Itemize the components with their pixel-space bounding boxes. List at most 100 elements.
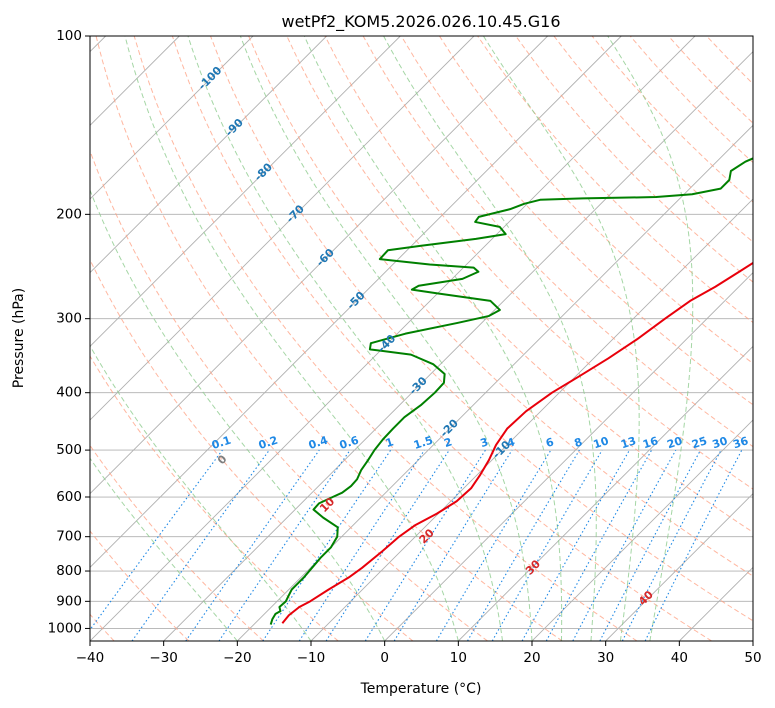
dry-adiabat-line — [90, 258, 414, 641]
curve-labels: 0.1 0.2 0.4 0.6 1 1.5 2 3 4 6 8 10 13 16 20 25 30 36 -100 -… — [196, 64, 751, 608]
moist-adiabat-line — [303, 36, 563, 641]
x-tick-label: −30 — [149, 650, 178, 666]
dry-adiabat-line — [439, 36, 753, 365]
dry-adiabat-line — [95, 36, 563, 641]
dry-adiabat-line — [400, 36, 753, 406]
mixing-ratio-line — [393, 449, 513, 641]
y-tick-label: 100 — [56, 28, 82, 44]
isotherm-line — [679, 566, 753, 641]
mixing-ratio-label: 10 — [592, 434, 611, 451]
dry-adiabat-line — [133, 36, 638, 641]
mixing-ratio-label: 13 — [619, 434, 638, 451]
x-tick-label: 10 — [450, 650, 467, 666]
mixing-ratio-label: 30 — [711, 434, 730, 451]
dry-adiabat-line — [90, 149, 488, 641]
moist-adiabat-line — [187, 36, 504, 641]
moist-adiabat-line — [90, 344, 312, 641]
isotherm-line — [237, 124, 753, 641]
dry-adiabat-line — [362, 36, 753, 448]
dry-adiabat-label: 20 — [417, 526, 437, 546]
isotherm-label: -60 — [314, 246, 337, 269]
mixing-ratio-line — [521, 449, 630, 641]
x-tick-label: −10 — [297, 650, 326, 666]
mixing-ratio-label: 20 — [665, 434, 684, 451]
mixing-ratio-line — [467, 449, 580, 641]
isotherm-line — [310, 198, 753, 641]
x-axis-ticks: −40 −30 −20 −10 0 10 20 30 40 50 — [76, 641, 762, 666]
plot-area: 0.1 0.2 0.4 0.6 1 1.5 2 3 4 6 8 10 13 16 20 25 30 36 -100 -… — [90, 36, 753, 641]
x-tick-label: 40 — [671, 650, 688, 666]
isotherm-line — [458, 345, 753, 641]
mixing-ratio-label: 16 — [641, 434, 660, 451]
dewpoint-profile-line — [269, 157, 753, 625]
isotherm-line — [605, 493, 753, 641]
isotherm-line — [384, 272, 753, 641]
mixing-ratio-line — [644, 449, 743, 641]
mixing-ratio-line — [131, 449, 270, 641]
mixing-ratio-line — [90, 449, 223, 631]
chart-title: wetPf2_KOM5.2026.026.10.45.G16 — [281, 12, 560, 32]
y-axis-ticks: 100 200 300 400 500 600 700 800 900 1000 — [48, 28, 90, 636]
isotherm-line — [90, 36, 327, 274]
dry-adiabat-line — [248, 36, 753, 577]
y-tick-label: 500 — [56, 442, 82, 458]
y-tick-label: 700 — [56, 529, 82, 545]
isotherm-label: -90 — [223, 116, 246, 139]
profile-series — [269, 157, 753, 625]
dry-adiabat-line — [210, 36, 753, 622]
mixing-ratio-label: 4 — [505, 435, 517, 450]
isotherm-line — [752, 640, 753, 641]
mixing-ratio-lines — [90, 449, 743, 641]
dry-adiabat-line — [706, 36, 753, 85]
mixing-ratio-line — [545, 449, 653, 641]
isotherm-label: -70 — [284, 202, 307, 225]
y-tick-label: 600 — [56, 489, 82, 505]
isotherm-line — [531, 419, 753, 641]
mixing-ratio-label: 3 — [479, 435, 490, 450]
isotherm-line — [90, 36, 475, 421]
plot-frame — [89, 35, 754, 642]
temperature-profile-line — [281, 261, 753, 624]
mixing-ratio-line — [572, 449, 677, 641]
y-tick-label: 1000 — [48, 620, 82, 636]
x-tick-label: 50 — [744, 650, 761, 666]
x-axis-label: Temperature (°C) — [360, 681, 482, 697]
isotherm-line — [90, 36, 401, 347]
isobar-lines — [90, 36, 753, 629]
isotherm-line — [90, 36, 548, 495]
x-tick-label: −40 — [76, 650, 105, 666]
moist-adiabat-line — [383, 36, 597, 641]
y-tick-label: 900 — [56, 593, 82, 609]
dry-adiabat-line — [90, 444, 264, 641]
dry-adiabat-line — [553, 36, 753, 243]
dry-adiabat-line — [591, 36, 753, 203]
y-tick-label: 200 — [56, 206, 82, 222]
isotherm-label: -30 — [407, 374, 430, 397]
y-tick-label: 300 — [56, 311, 82, 327]
mixing-ratio-label: 1.5 — [412, 434, 435, 452]
isotherm-label: -80 — [252, 160, 275, 183]
dry-adiabat-line — [171, 36, 712, 641]
dry-adiabat-line — [324, 36, 753, 490]
y-tick-label: 800 — [56, 563, 82, 579]
isotherm-label: -50 — [344, 289, 367, 312]
mixing-ratio-line — [298, 449, 425, 641]
mixing-ratio-label: 0.6 — [338, 433, 361, 451]
dry-adiabat-line — [90, 355, 339, 641]
isotherm-line — [90, 36, 622, 568]
x-tick-label: −20 — [223, 650, 252, 666]
mixing-ratio-label: 6 — [544, 435, 556, 450]
isotherm-line — [90, 36, 254, 200]
dry-adiabat-line — [90, 530, 190, 641]
dry-adiabat-label: 0 — [215, 452, 230, 467]
mixing-ratio-label: 0.2 — [257, 434, 280, 452]
y-tick-label: 400 — [56, 385, 82, 401]
y-axis-label: Pressure (hPa) — [11, 288, 27, 388]
isotherm-lines — [90, 36, 753, 641]
mixing-ratio-label: 2 — [442, 435, 453, 450]
moist-adiabat-line — [90, 457, 238, 641]
isotherm-label: -100 — [196, 64, 225, 93]
dry-adiabat-line — [668, 36, 753, 124]
dry-adiabat-label: 40 — [636, 588, 656, 608]
